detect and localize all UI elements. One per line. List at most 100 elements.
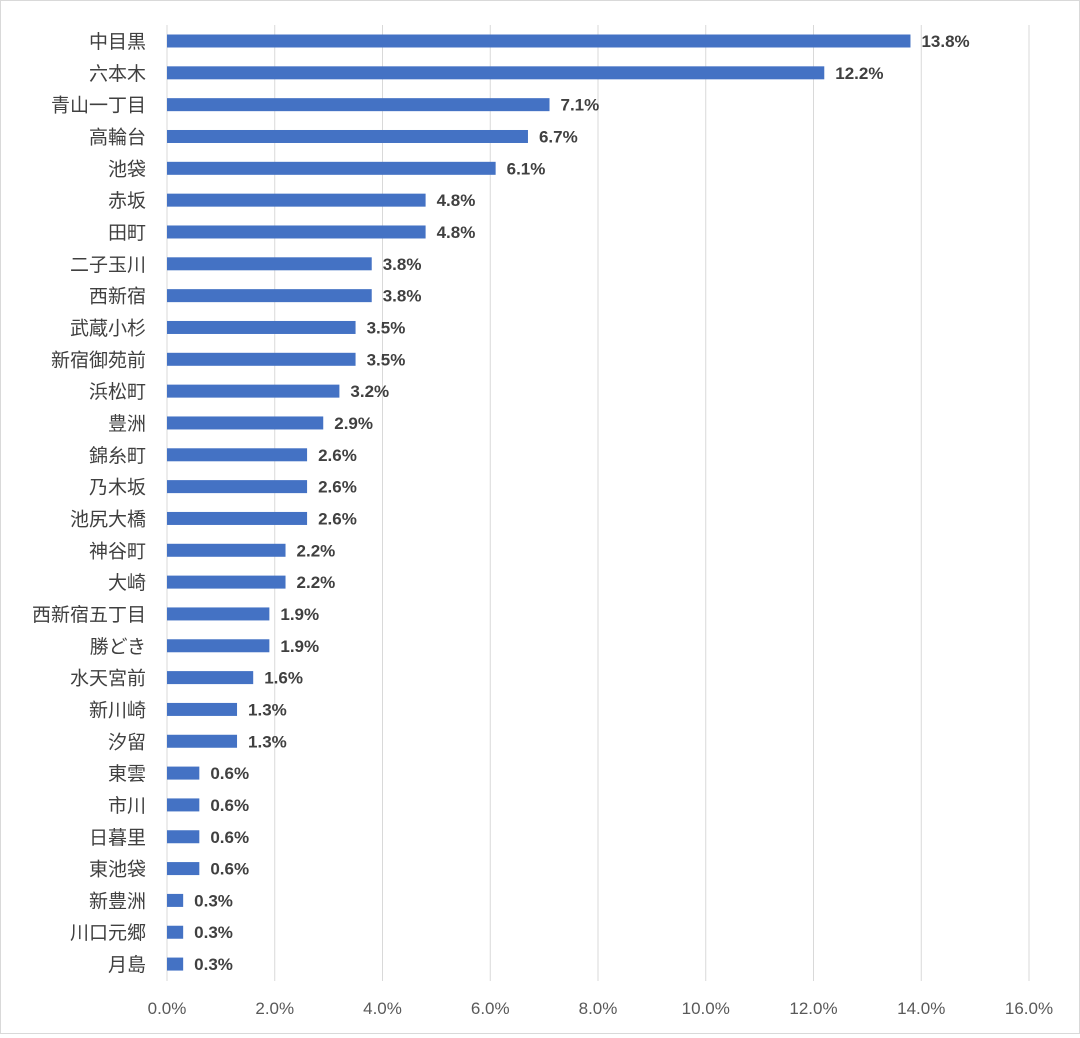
bars [167, 34, 911, 971]
bar [167, 225, 426, 239]
category-label: 東雲 [108, 763, 146, 785]
bar [167, 511, 308, 525]
data-label: 0.6% [210, 828, 249, 847]
category-label: 錦糸町 [89, 445, 146, 467]
bar [167, 798, 200, 812]
data-label: 4.8% [437, 191, 476, 210]
bar [167, 320, 356, 334]
x-tick-label: 16.0% [1005, 999, 1053, 1018]
bar [167, 98, 550, 112]
category-label: 月島 [108, 954, 146, 976]
category-label: 市川 [108, 795, 146, 817]
category-label: 汐留 [108, 731, 146, 753]
data-label: 2.6% [318, 478, 357, 497]
x-tick-label: 2.0% [255, 999, 294, 1018]
category-labels: 中目黒六本木青山一丁目高輪台池袋赤坂田町二子玉川西新宿武蔵小杉新宿御苑前浜松町豊… [32, 31, 146, 976]
category-label: 川口元郷 [70, 922, 146, 944]
category-label: 西新宿 [89, 286, 146, 308]
bar [167, 862, 200, 876]
category-label: 武蔵小杉 [70, 317, 146, 339]
data-label: 2.9% [334, 414, 373, 433]
bar [167, 702, 238, 716]
bar [167, 893, 184, 907]
category-label: 浜松町 [89, 381, 146, 403]
data-label: 2.6% [318, 509, 357, 528]
category-label: 日暮里 [89, 827, 146, 849]
bar [167, 34, 911, 48]
category-label: 高輪台 [89, 126, 146, 148]
category-label: 勝どき [90, 636, 146, 658]
data-label: 2.2% [297, 541, 336, 560]
data-label: 3.5% [367, 318, 406, 337]
category-label: 二子玉川 [70, 255, 146, 276]
data-labels: 13.8% 12.2% 7.1% 6.7% 6.1% 4.8% 4.8% 3.8% 3.8% 3.… [194, 32, 970, 974]
data-label: 1.9% [280, 637, 319, 656]
data-label: 0.3% [194, 955, 233, 974]
category-label: 大崎 [108, 572, 146, 594]
data-label: 6.7% [539, 127, 578, 146]
bar [167, 257, 372, 271]
category-label: 新川崎 [89, 699, 146, 721]
category-label: 西新宿五丁目 [32, 604, 146, 626]
category-label: 青山一丁目 [51, 95, 146, 117]
data-label: 1.6% [264, 669, 303, 688]
bar [167, 129, 528, 143]
data-label: 1.3% [248, 700, 287, 719]
x-tick-label: 14.0% [897, 999, 945, 1018]
category-label: 東池袋 [89, 859, 146, 881]
bar [167, 161, 496, 175]
data-label: 4.8% [437, 223, 476, 242]
x-tick-label: 0.0% [148, 999, 187, 1018]
bar [167, 193, 426, 207]
bar [167, 734, 238, 748]
gridlines [166, 25, 1030, 981]
bar [167, 384, 340, 398]
data-label: 6.1% [507, 159, 546, 178]
bar [167, 639, 270, 653]
bar [167, 480, 308, 494]
bar [167, 66, 825, 80]
x-tick-label: 6.0% [471, 999, 510, 1018]
bar [167, 671, 254, 685]
bar [167, 416, 324, 430]
category-label: 池袋 [108, 158, 146, 180]
category-label: 中目黒 [89, 31, 146, 53]
x-tick-label: 10.0% [682, 999, 730, 1018]
bar [167, 607, 270, 621]
data-label: 0.6% [210, 796, 249, 815]
data-label: 3.8% [383, 287, 422, 306]
data-label: 3.5% [367, 350, 406, 369]
category-label: 六本木 [89, 63, 146, 85]
category-label: 新豊洲 [89, 890, 146, 912]
category-label: 豊洲 [108, 413, 146, 435]
data-label: 2.2% [297, 573, 336, 592]
x-tick-label: 4.0% [363, 999, 402, 1018]
data-label: 0.3% [194, 923, 233, 942]
category-label: 乃木坂 [89, 477, 146, 499]
data-label: 12.2% [835, 64, 883, 83]
bar [167, 925, 184, 939]
category-label: 水天宮前 [70, 668, 146, 690]
data-label: 2.6% [318, 446, 357, 465]
category-label: 池尻大橋 [70, 508, 146, 530]
x-tick-label: 12.0% [789, 999, 837, 1018]
bar [167, 289, 372, 303]
data-label: 0.3% [194, 891, 233, 910]
category-label: 新宿御苑前 [51, 349, 146, 371]
data-label: 1.9% [280, 605, 319, 624]
x-tick-label: 8.0% [579, 999, 618, 1018]
data-label: 0.6% [210, 860, 249, 879]
bar [167, 830, 200, 844]
bar [167, 352, 356, 366]
bar [167, 575, 286, 589]
category-label: 田町 [108, 223, 146, 244]
data-label: 7.1% [561, 96, 600, 115]
data-label: 0.6% [210, 764, 249, 783]
category-label: 赤坂 [108, 190, 146, 212]
x-axis-tick-labels: 0.0% 2.0% 4.0% 6.0% 8.0% 10.0% 12.0% 14.0% 16.0% [148, 999, 1053, 1018]
bar [167, 957, 184, 971]
category-label: 神谷町 [89, 540, 146, 562]
data-label: 13.8% [921, 32, 969, 51]
